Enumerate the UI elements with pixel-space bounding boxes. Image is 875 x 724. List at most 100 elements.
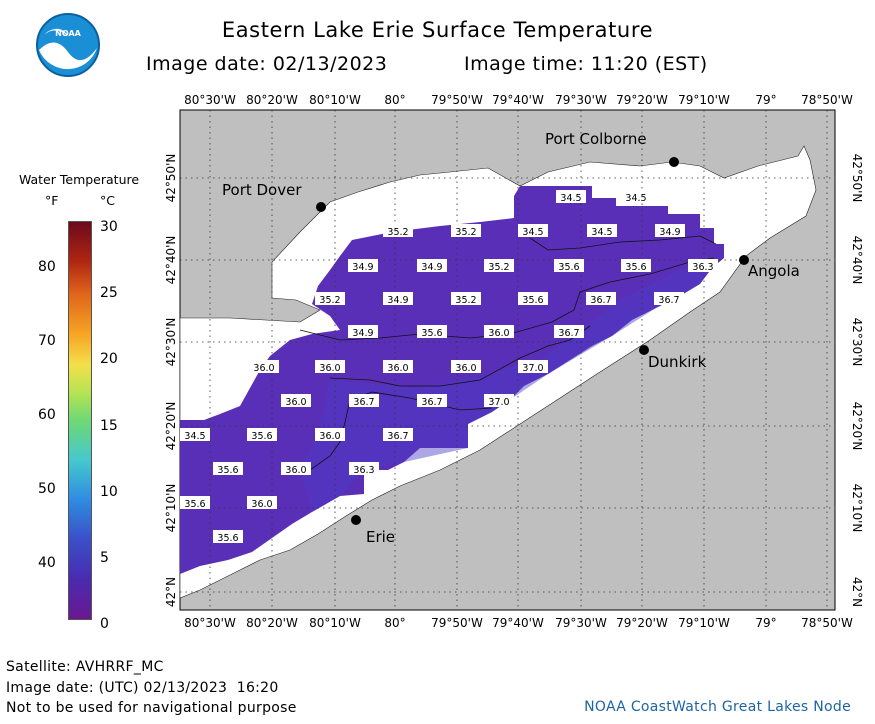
temperature-label-box bbox=[315, 292, 345, 305]
temperature-label-box bbox=[281, 394, 311, 407]
temperature-value: 36.0 bbox=[285, 397, 306, 408]
temperature-label-box bbox=[348, 259, 378, 272]
bottom-longitude-label: 80°10'W bbox=[309, 616, 361, 630]
right-latitude-label: 42°40'N bbox=[850, 236, 864, 285]
temperature-value: 34.5 bbox=[184, 431, 205, 442]
warmer-water-shading bbox=[300, 260, 714, 512]
temperature-label-box bbox=[213, 462, 243, 475]
image-date-label: Image date: 02/13/2023 bbox=[146, 53, 388, 75]
temperature-label: 36.7 bbox=[586, 292, 616, 306]
temperature-label: 36.0 bbox=[247, 496, 277, 510]
temperature-label: 36.7 bbox=[554, 325, 584, 339]
city-marker: Erie bbox=[351, 515, 395, 546]
legend-color-bar bbox=[68, 221, 92, 620]
right-latitude-label: 42°N bbox=[850, 577, 864, 607]
city-dot bbox=[639, 345, 649, 355]
temperature-label: 35.6 bbox=[554, 259, 584, 273]
temperature-label: 34.5 bbox=[518, 224, 548, 238]
temperature-value: 36.7 bbox=[387, 431, 408, 442]
legend-unit-fahrenheit: °F bbox=[45, 193, 59, 208]
city-name: Dunkirk bbox=[648, 353, 707, 371]
legend-celsius-tick: 5 bbox=[100, 550, 109, 566]
noaa-logo: NOAA bbox=[36, 13, 100, 77]
left-latitude-label: 42°30'N bbox=[164, 318, 178, 367]
temperature-label-box bbox=[451, 360, 481, 373]
bottom-longitude-label: 79°50'W bbox=[431, 616, 483, 630]
temperature-label: 36.0 bbox=[484, 325, 514, 339]
top-longitude-label: 79°20'W bbox=[616, 93, 668, 107]
right-latitude-label: 42°30'N bbox=[850, 318, 864, 367]
temperature-label-box bbox=[518, 292, 548, 305]
temperature-label: 35.6 bbox=[518, 292, 548, 306]
temperature-value: 34.9 bbox=[352, 328, 373, 339]
temperature-label-box bbox=[417, 259, 447, 272]
temperature-label: 35.6 bbox=[621, 259, 651, 273]
city-name: Port Colborne bbox=[545, 130, 647, 148]
city-dot bbox=[739, 255, 749, 265]
temperature-value: 35.6 bbox=[217, 465, 238, 476]
temperature-value: 36.7 bbox=[590, 295, 611, 306]
temperature-label-box bbox=[621, 190, 651, 203]
temperature-label-box bbox=[383, 292, 413, 305]
credit-label: NOAA CoastWatch Great Lakes Node bbox=[584, 699, 851, 715]
temperature-label: 36.0 bbox=[281, 462, 311, 476]
temperature-value: 34.9 bbox=[421, 262, 442, 273]
temperature-label: 36.0 bbox=[281, 394, 311, 408]
temperature-label: 36.0 bbox=[315, 360, 345, 374]
right-latitude-label: 42°10'N bbox=[850, 484, 864, 533]
temperature-label: 34.9 bbox=[655, 224, 685, 238]
city-name: Erie bbox=[366, 528, 395, 546]
left-latitude-label: 42°40'N bbox=[164, 236, 178, 285]
temperature-label-box bbox=[554, 325, 584, 338]
bottom-longitude-label: 78°50'W bbox=[801, 616, 853, 630]
legend-celsius-tick: 30 bbox=[100, 219, 118, 235]
top-longitude-label: 80°30'W bbox=[184, 93, 236, 107]
temperature-label: 34.5 bbox=[180, 428, 210, 442]
temperature-value: 36.0 bbox=[319, 431, 340, 442]
temperature-value: 35.6 bbox=[558, 262, 579, 273]
temperature-label-box bbox=[383, 428, 413, 441]
city-name: Port Dover bbox=[222, 181, 302, 199]
temperature-label: 36.7 bbox=[349, 394, 379, 408]
temperature-value: 34.5 bbox=[625, 193, 646, 204]
temperature-value: 35.6 bbox=[251, 431, 272, 442]
bottom-longitude-label: 79° bbox=[755, 616, 776, 630]
temperature-label: 35.2 bbox=[315, 292, 345, 306]
logo-text: NOAA bbox=[55, 29, 81, 38]
temperature-label-box bbox=[281, 462, 311, 475]
temperature-value: 37.0 bbox=[488, 397, 509, 408]
city-marker: Port Dover bbox=[222, 181, 326, 212]
temperature-value: 35.2 bbox=[455, 295, 476, 306]
city-dot bbox=[669, 157, 679, 167]
right-latitude-label: 42°50'N bbox=[850, 154, 864, 203]
temperature-label-box bbox=[518, 224, 548, 237]
temperature-value: 35.6 bbox=[522, 295, 543, 306]
temperature-label-box bbox=[349, 462, 379, 475]
temperature-value: 36.0 bbox=[251, 499, 272, 510]
right-latitude-label: 42°20'N bbox=[850, 402, 864, 451]
temperature-value: 34.5 bbox=[591, 227, 612, 238]
temperature-value: 36.0 bbox=[488, 328, 509, 339]
temperature-value: 36.7 bbox=[558, 328, 579, 339]
city-marker: Angola bbox=[739, 255, 800, 280]
top-longitude-label: 79°30'W bbox=[555, 93, 607, 107]
temperature-label: 34.9 bbox=[383, 292, 413, 306]
city-dot bbox=[351, 515, 361, 525]
temperature-label-box bbox=[451, 292, 481, 305]
temperature-value: 34.5 bbox=[560, 193, 581, 204]
temperature-label: 36.0 bbox=[249, 360, 279, 374]
legend-fahrenheit-tick: 40 bbox=[38, 555, 56, 571]
top-longitude-label: 80°20'W bbox=[246, 93, 298, 107]
temperature-value: 35.2 bbox=[319, 295, 340, 306]
temperature-label: 36.3 bbox=[688, 259, 718, 273]
temperature-value: 36.7 bbox=[658, 295, 679, 306]
temperature-label: 37.0 bbox=[484, 394, 514, 408]
legend-celsius-tick: 25 bbox=[100, 285, 118, 302]
temperature-value: 36.7 bbox=[353, 397, 374, 408]
temperature-label-box bbox=[417, 394, 447, 407]
temperature-value: 36.0 bbox=[285, 465, 306, 476]
legend-celsius-tick: 15 bbox=[100, 417, 118, 434]
temperature-label: 35.2 bbox=[451, 292, 481, 306]
legend-celsius-tick: 20 bbox=[100, 351, 118, 368]
temperature-label-box bbox=[417, 325, 447, 338]
